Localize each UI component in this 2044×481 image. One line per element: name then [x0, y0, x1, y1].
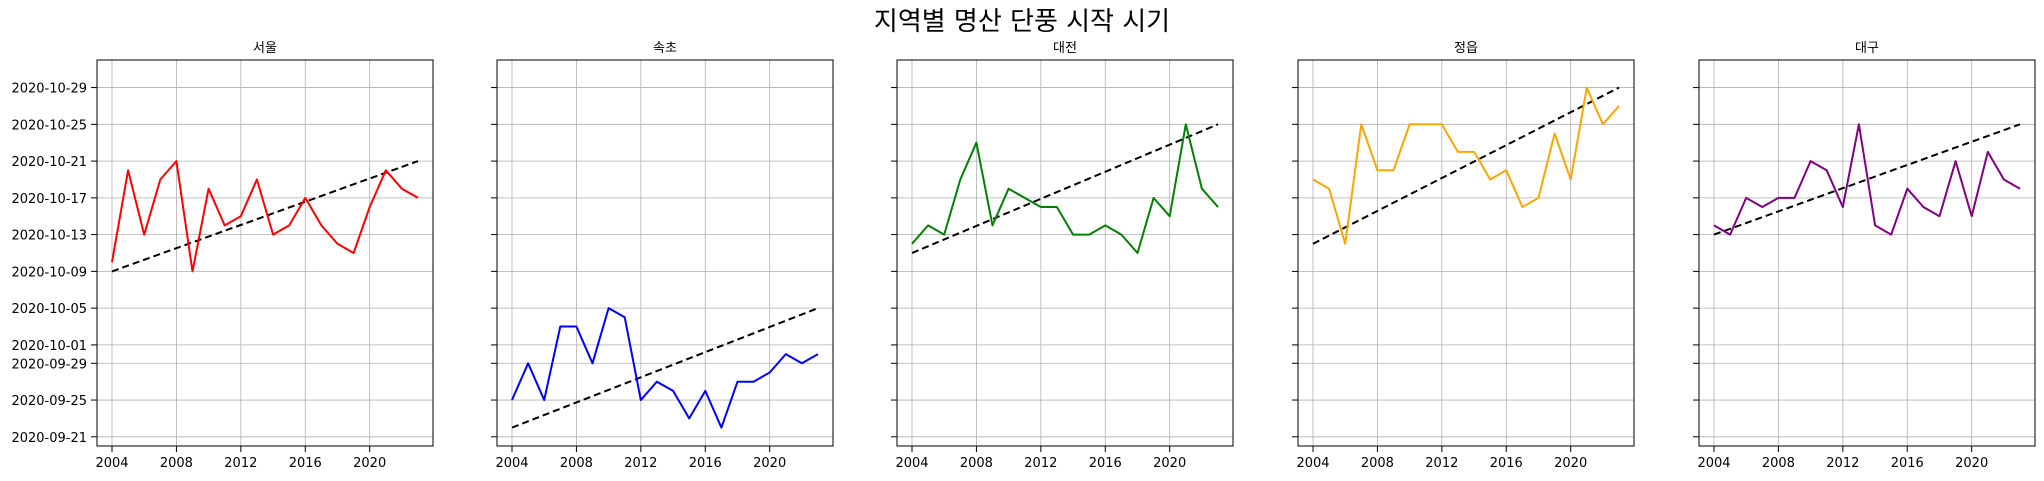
x-tick-label: 2016: [1891, 456, 1924, 471]
x-tick-label: 2004: [495, 456, 528, 471]
panel-4: 2004 2008 2012 2016 2020 정읍: [1292, 41, 1635, 471]
series-line: [1713, 123, 2021, 236]
x-tick-label: 2012: [1425, 456, 1458, 471]
plot-frame: [1297, 59, 1635, 447]
series-line: [111, 160, 419, 273]
x-tick-label: 2008: [560, 456, 593, 471]
x-tick-label: 2008: [1361, 456, 1394, 471]
panel-title: 대구: [1855, 41, 1879, 56]
y-tick-label: 2020-10-25: [11, 118, 87, 133]
x-tick-label: 2008: [160, 456, 193, 471]
x-tick-label: 2020: [353, 456, 386, 471]
panel-5: 2004 2008 2012 2016 2020 대구: [1693, 41, 2036, 471]
y-tick-label: 2020-10-01: [11, 339, 87, 354]
x-tick-label: 2008: [1762, 456, 1795, 471]
x-tick-label: 2012: [224, 456, 257, 471]
panel-3: 2004 2008 2012 2016 2020 대전: [891, 41, 1234, 471]
trend-line: [911, 123, 1219, 254]
y-tick-label: 2020-10-29: [11, 82, 87, 97]
panel-1: 2020-09-21 2020-09-25 2020-09-29 2020-10-01…: [11, 41, 434, 471]
y-tick-label: 2020-09-25: [11, 394, 87, 409]
x-tick-label: 2004: [895, 456, 928, 471]
y-tick-label: 2020-10-09: [11, 265, 87, 280]
x-tick-label: 2020: [1153, 456, 1186, 471]
series-line: [1312, 86, 1620, 245]
trend-line: [1312, 86, 1620, 245]
x-tick-label: 2012: [1024, 456, 1057, 471]
x-tick-label: 2016: [1490, 456, 1523, 471]
y-tick-label: 2020-09-21: [11, 431, 87, 446]
plot-frame: [96, 59, 434, 447]
x-tick-label: 2020: [1955, 456, 1988, 471]
y-tick-label: 2020-10-05: [11, 302, 87, 317]
grid: [1298, 60, 1634, 446]
grid: [1699, 60, 2035, 446]
panel-title: 속초: [653, 41, 677, 56]
grid: [97, 60, 433, 446]
panel-title: 정읍: [1454, 41, 1478, 56]
plot-frame: [496, 59, 834, 447]
panel-title: 서울: [253, 41, 277, 56]
series-line: [511, 307, 819, 429]
y-tick-label: 2020-10-21: [11, 155, 87, 170]
series-line: [911, 123, 1219, 254]
plot-frame: [896, 59, 1234, 447]
x-tick-label: 2008: [960, 456, 993, 471]
x-tick-label: 2020: [1554, 456, 1587, 471]
x-tick-label: 2004: [1697, 456, 1730, 471]
y-tick-label: 2020-10-17: [11, 192, 87, 207]
trend-line: [511, 307, 819, 429]
y-tick-label: 2020-09-29: [11, 357, 87, 372]
grid: [897, 60, 1233, 446]
y-tick-label: 2020-10-13: [11, 229, 87, 244]
figure-title: 지역별 명산 단풍 시작 시기: [874, 7, 1170, 37]
x-tick-label: 2016: [689, 456, 722, 471]
x-tick-label: 2012: [1826, 456, 1859, 471]
x-tick-label: 2016: [1089, 456, 1122, 471]
x-tick-label: 2004: [1296, 456, 1329, 471]
panel-2: 2004 2008 2012 2016 2020 속초: [491, 41, 834, 471]
plot-frame: [1698, 59, 2036, 447]
x-tick-label: 2016: [289, 456, 322, 471]
panel-title: 대전: [1053, 41, 1077, 56]
x-tick-label: 2004: [95, 456, 128, 471]
x-tick-label: 2012: [624, 456, 657, 471]
x-tick-label: 2020: [753, 456, 786, 471]
grid: [497, 60, 833, 446]
trend-line: [111, 160, 419, 273]
